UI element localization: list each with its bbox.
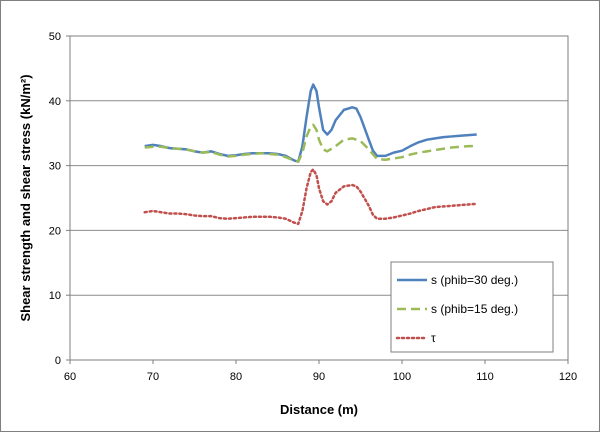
legend-label-3: τ — [431, 331, 436, 345]
x-tick-label: 80 — [230, 371, 242, 383]
axis-ticks: 0 10 20 30 40 50 60 70 80 90 100 110 120 — [49, 31, 577, 383]
x-tick-label: 60 — [64, 371, 76, 383]
y-tick-label: 30 — [49, 161, 61, 173]
x-tick-label: 120 — [559, 371, 577, 383]
legend-label-2: s (phib=15 deg.) — [431, 302, 518, 316]
y-tick-label: 0 — [55, 355, 61, 367]
series-line-3 — [143, 168, 478, 226]
series-line-1 — [144, 83, 477, 163]
x-axis-title: Distance (m) — [280, 402, 358, 417]
y-axis-title: Shear strength and shear stress (kN/m²) — [18, 74, 33, 321]
legend: s (phib=30 deg.) s (phib=15 deg.) τ — [390, 261, 554, 353]
y-tick-label: 20 — [49, 225, 61, 237]
x-tick-label: 90 — [313, 371, 325, 383]
series-line-2 — [144, 123, 477, 163]
y-tick-label: 10 — [49, 290, 61, 302]
y-tick-label: 50 — [49, 31, 61, 43]
x-tick-label: 70 — [147, 371, 159, 383]
legend-box — [390, 261, 554, 353]
data-series — [143, 83, 478, 226]
x-tick-label: 110 — [476, 371, 494, 383]
y-tick-label: 40 — [49, 96, 61, 108]
legend-label-1: s (phib=30 deg.) — [431, 273, 518, 287]
x-tick-label: 100 — [393, 371, 411, 383]
